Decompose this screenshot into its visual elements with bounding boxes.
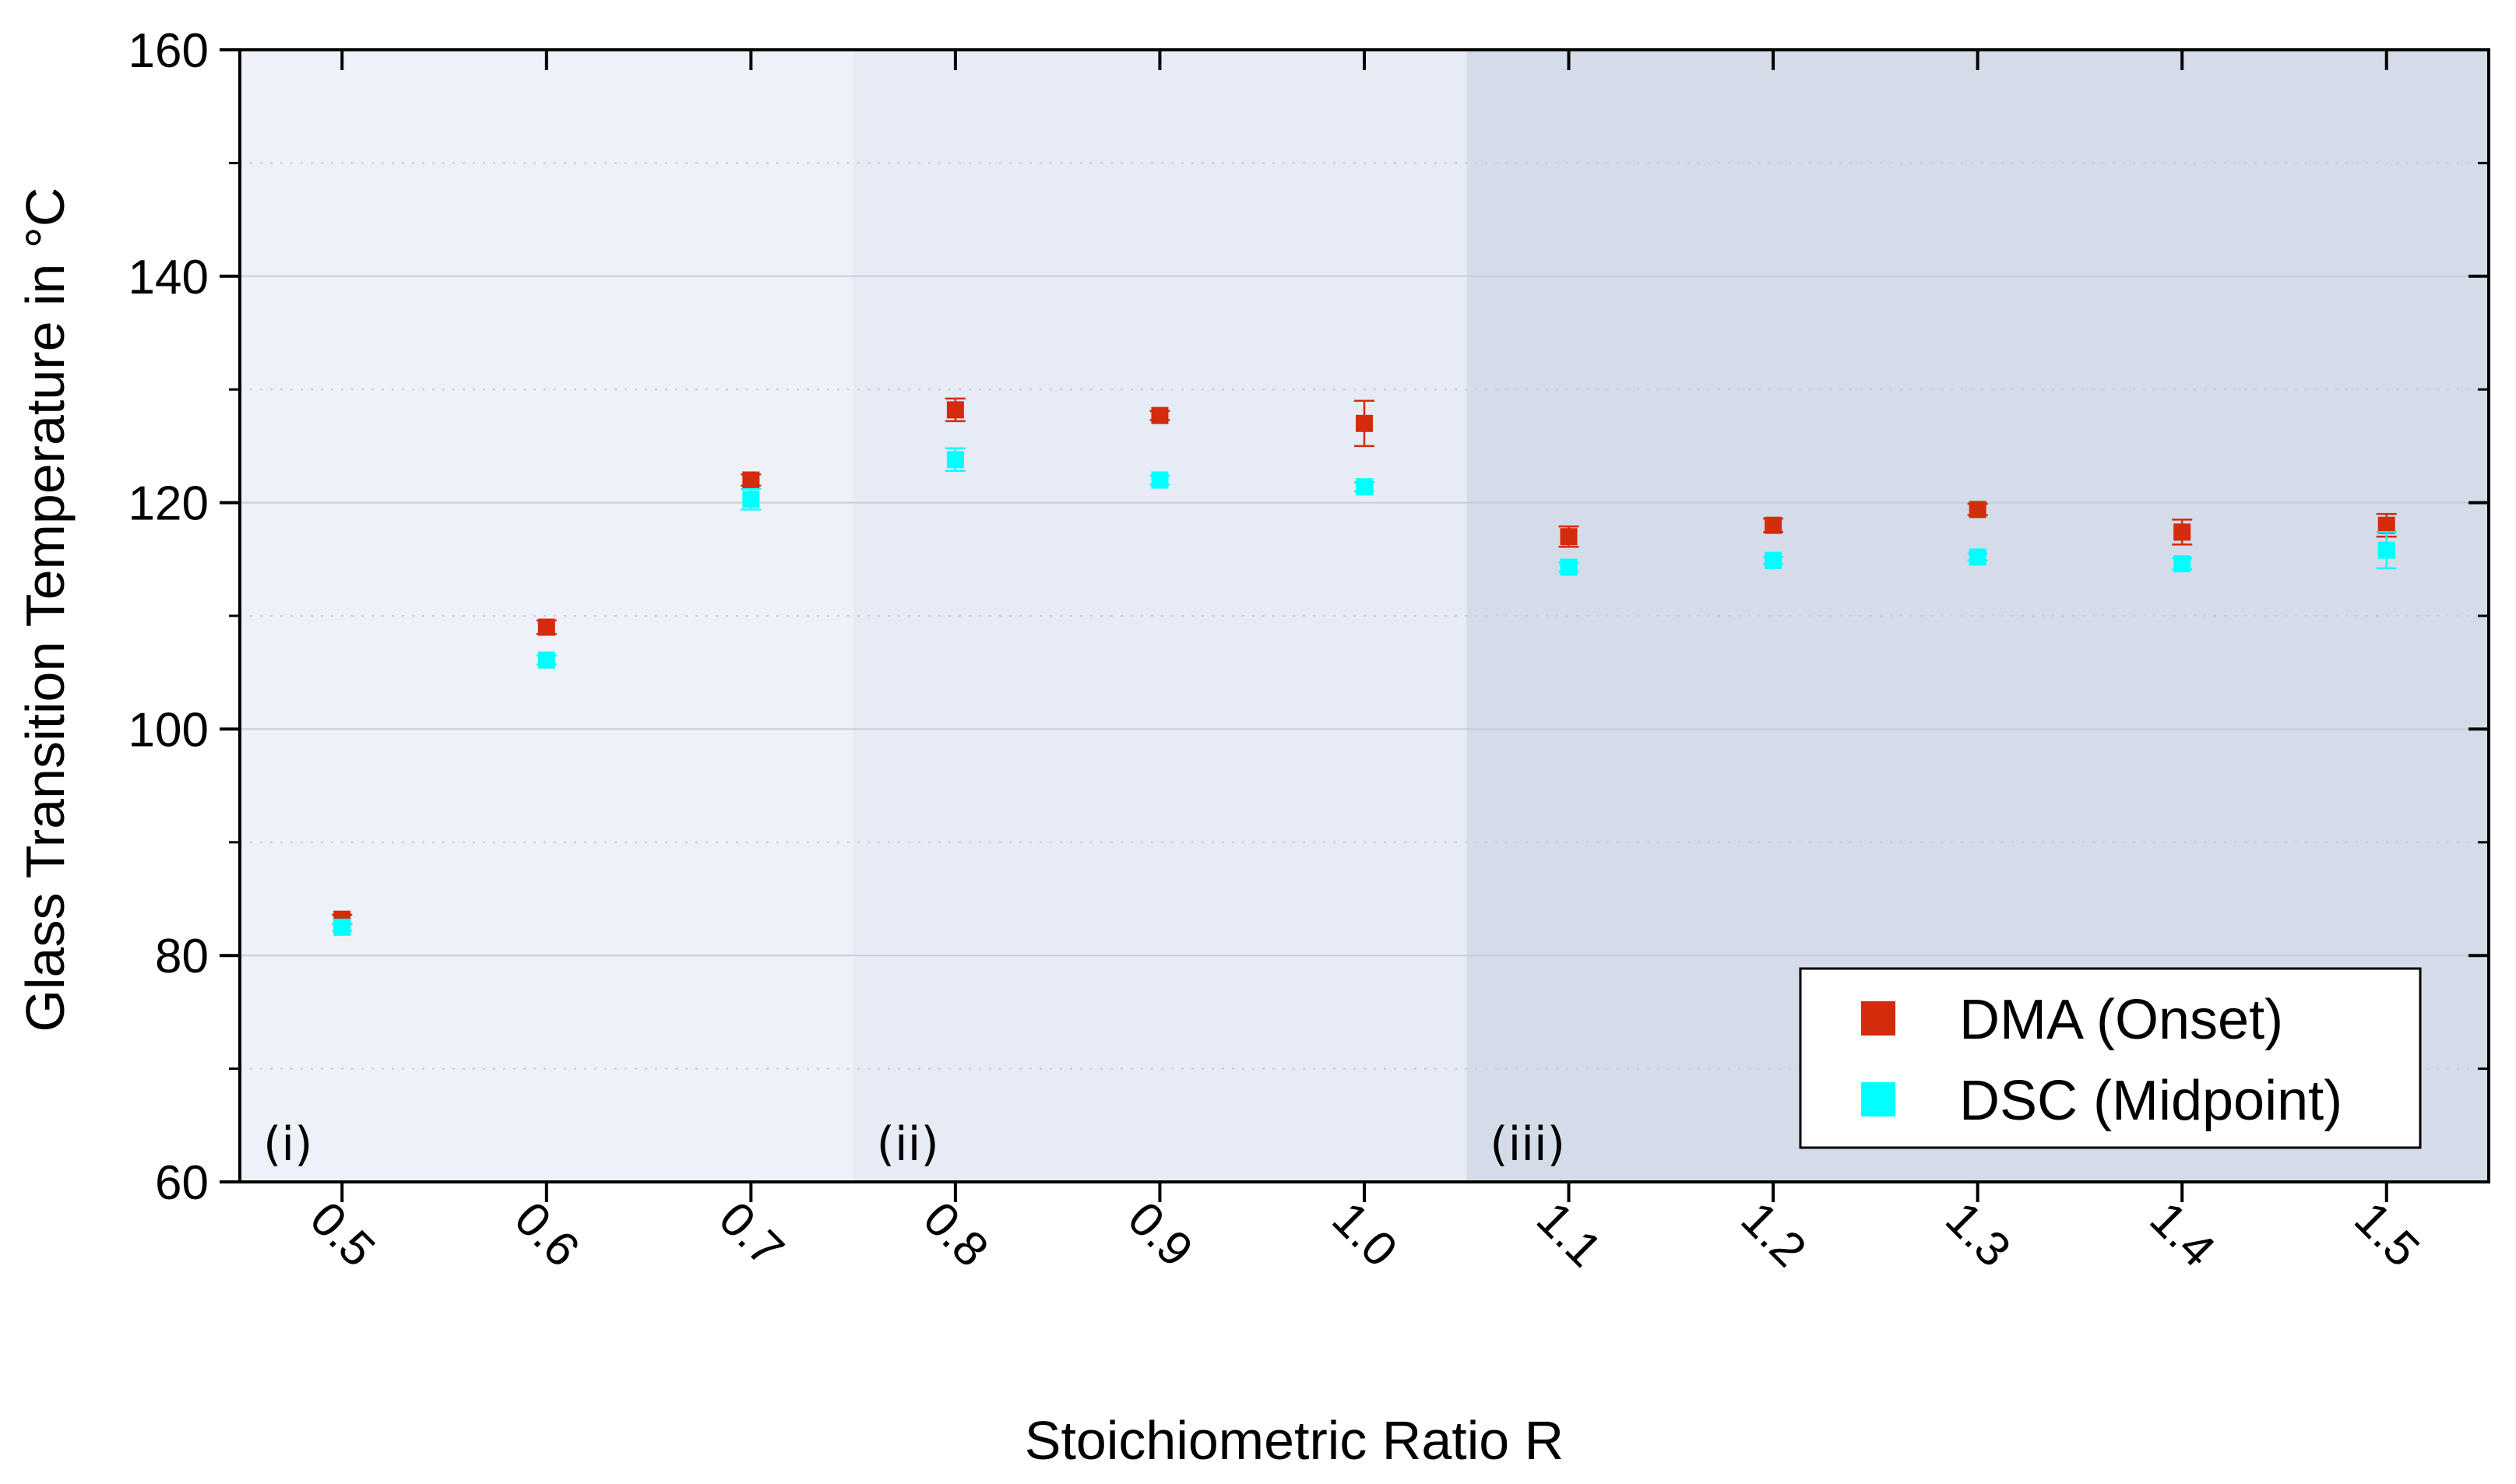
data-point [946, 401, 964, 419]
y-tick-label: 140 [128, 251, 209, 304]
region-label-3: (iii) [1490, 1117, 1565, 1172]
data-point [1969, 501, 1986, 519]
y-tick-label: 80 [155, 930, 209, 983]
data-point [333, 918, 351, 936]
y-tick-label: 100 [128, 703, 209, 757]
x-tick-label: 1.2 [1731, 1192, 1817, 1278]
data-point [742, 471, 760, 489]
y-axis-title: Glass Transition Temperature in °C [15, 188, 76, 1032]
data-point [2377, 541, 2395, 559]
data-point [946, 451, 964, 469]
data-point [537, 651, 555, 669]
legend: DMA (Onset) DSC (Midpoint) [1799, 967, 2422, 1149]
data-point [1151, 471, 1169, 489]
series-2 [332, 447, 2397, 936]
region-label-2: (ii) [877, 1117, 939, 1172]
data-point [2173, 523, 2191, 541]
data-point [1151, 406, 1169, 424]
data-point [537, 618, 555, 636]
data-point [742, 491, 760, 508]
x-tick-label: 1.5 [2344, 1192, 2430, 1278]
region-label-1: (i) [263, 1117, 313, 1172]
x-tick-label: 0.8 [913, 1192, 998, 1278]
x-tick-label: 0.6 [504, 1192, 589, 1278]
data-point [2377, 516, 2395, 534]
data-point [1765, 551, 1782, 569]
y-tick-label: 120 [128, 477, 209, 531]
data-marks [332, 397, 2397, 936]
data-point [1969, 548, 1986, 566]
x-tick-label: 1.0 [1321, 1192, 1407, 1278]
legend-marker [1861, 1001, 1895, 1036]
data-point [1560, 528, 1578, 546]
legend-marker [1861, 1082, 1895, 1117]
x-tick-label: 1.4 [2140, 1192, 2226, 1278]
x-tick-label: 1.1 [1526, 1192, 1612, 1278]
x-tick-label: 0.7 [709, 1192, 794, 1278]
x-tick-label: 0.9 [1117, 1192, 1203, 1278]
y-tick-label: 60 [155, 1156, 209, 1210]
x-tick-label: 1.3 [1935, 1192, 2021, 1278]
x-axis-title: Stoichiometric Ratio R [1025, 1410, 1564, 1471]
data-point [2173, 555, 2191, 573]
legend-box [1799, 967, 2422, 1149]
data-point [1765, 516, 1782, 534]
legend-label: DSC (Midpoint) [1959, 1070, 2342, 1132]
x-tick-label: 0.5 [300, 1192, 385, 1278]
data-point [1356, 478, 1373, 496]
data-point [1356, 414, 1373, 432]
legend-label: DMA (Onset) [1959, 989, 2283, 1051]
y-tick-label: 160 [128, 24, 209, 78]
data-point [1560, 558, 1578, 576]
